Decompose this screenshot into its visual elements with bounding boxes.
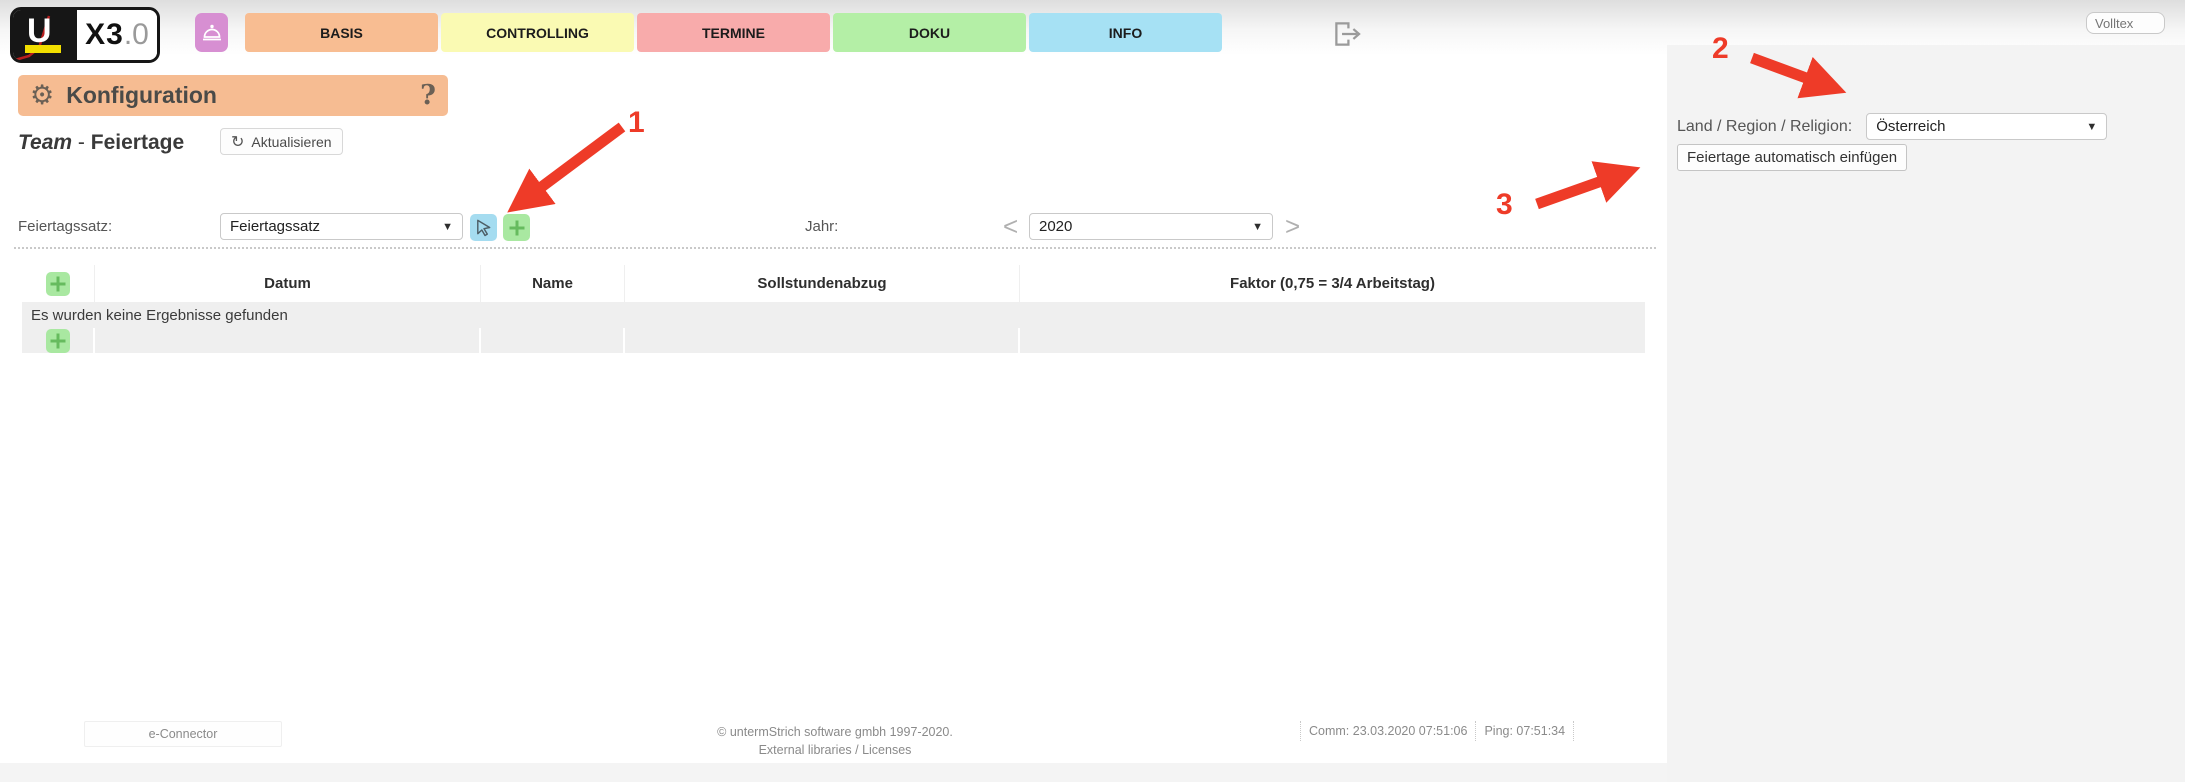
previous-year-button[interactable]: < — [1003, 211, 1019, 241]
tab-controlling[interactable]: CONTROLLING — [441, 13, 634, 52]
year-select-value: 2020 — [1039, 218, 1073, 235]
copyright-line: © untermStrich software gmbh 1997-2020. — [717, 725, 953, 739]
breadcrumb-section: Team — [18, 131, 73, 154]
section-divider — [14, 247, 1656, 249]
annotation-number-3: 3 — [1496, 188, 1513, 221]
holidays-table: Datum Name Sollstundenabzug Faktor (0,75… — [22, 265, 1645, 353]
annotation-arrow-3 — [1535, 161, 1641, 210]
holiday-set-value: Feiertagssatz — [230, 218, 321, 235]
footer-copyright: © untermStrich software gmbh 1997-2020. … — [535, 723, 1135, 759]
logo-u-letter: U — [27, 12, 52, 50]
tab-doku[interactable]: DOKU — [833, 13, 1026, 52]
column-header-sollstundenabzug[interactable]: Sollstundenabzug — [625, 265, 1020, 302]
logo-yellow-underline — [25, 45, 61, 53]
year-select[interactable]: 2020 ▼ — [1029, 213, 1273, 240]
table-header-row: Datum Name Sollstundenabzug Faktor (0,75… — [22, 265, 1645, 302]
refresh-icon: ↻ — [231, 133, 245, 151]
logo-dot0-text: .0 — [123, 18, 149, 51]
breadcrumb-separator: - — [72, 131, 91, 154]
logo-u-panel: U — [13, 10, 77, 60]
add-row-button[interactable] — [46, 271, 70, 296]
table-body: Es wurden keine Ergebnisse gefunden — [22, 302, 1645, 353]
comm-timestamp: Comm: 23.03.2020 07:51:06 — [1300, 721, 1475, 741]
chevron-down-icon: ▼ — [1252, 220, 1263, 233]
header-add-cell — [22, 265, 95, 302]
breadcrumb-page: Feiertage — [90, 131, 185, 154]
app-logo: U X3.0 — [10, 7, 160, 63]
page-title: Konfiguration — [66, 82, 217, 108]
main-nav: BASIS CONTROLLING TERMINE DOKU INFO — [245, 13, 1222, 52]
ping-timestamp: Ping: 07:51:34 — [1475, 721, 1575, 741]
service-cloche-button[interactable] — [195, 13, 228, 52]
logout-icon — [1335, 22, 1361, 46]
tab-basis[interactable]: BASIS — [245, 13, 438, 52]
tab-info[interactable]: INFO — [1029, 13, 1222, 52]
auto-insert-holidays-button[interactable]: Feiertage automatisch einfügen — [1677, 144, 1908, 171]
help-icon[interactable]: ? — [420, 80, 436, 111]
connection-status: Comm: 23.03.2020 07:51:06 Ping: 07:51:34 — [1300, 721, 1575, 741]
top-bar: U X3.0 BASIS CONTROLLING TERMINE DOKU IN… — [0, 0, 2185, 63]
year-label: Jahr: — [805, 218, 839, 235]
next-year-button[interactable]: > — [1285, 211, 1301, 241]
column-header-name[interactable]: Name — [481, 265, 625, 302]
breadcrumb: Team - Feiertage — [18, 131, 184, 155]
refresh-button[interactable]: ↻ Aktualisieren — [220, 128, 343, 155]
region-select-value: Österreich — [1876, 118, 1946, 135]
column-header-faktor[interactable]: Faktor (0,75 = 3/4 Arbeitstag) — [1230, 275, 1435, 292]
tab-termine[interactable]: TERMINE — [637, 13, 830, 52]
annotation-arrow-1 — [507, 122, 626, 213]
region-label: Land / Region / Religion: — [1677, 117, 1853, 135]
refresh-label: Aktualisieren — [251, 133, 332, 150]
holiday-import-panel: Land / Region / Religion: Österreich ▼ F… — [1667, 45, 2185, 782]
add-holiday-set-button[interactable] — [503, 214, 530, 241]
e-connector-button[interactable]: e-Connector — [84, 721, 282, 747]
annotation-number-1: 1 — [628, 106, 645, 139]
column-header-datum[interactable]: Datum — [95, 265, 481, 302]
cursor-pointer-icon — [477, 219, 491, 237]
fulltext-search-input[interactable] — [2086, 12, 2165, 34]
holiday-set-label: Feiertagssatz: — [18, 218, 113, 235]
logo-x3-text: X3 — [85, 18, 124, 51]
table-add-row — [22, 328, 1645, 353]
cloche-icon — [202, 24, 221, 40]
bottom-strip — [0, 763, 1667, 782]
add-row-button[interactable] — [45, 328, 70, 353]
logout-button[interactable] — [1330, 17, 1364, 51]
logo-version: X3.0 — [77, 10, 157, 60]
edit-holiday-set-button[interactable] — [470, 214, 497, 241]
holiday-set-select[interactable]: Feiertagssatz ▼ — [220, 213, 463, 240]
region-select[interactable]: Österreich ▼ — [1866, 113, 2108, 140]
empty-results-row: Es wurden keine Ergebnisse gefunden — [31, 306, 288, 324]
page-header-bar: ⚙ Konfiguration ? — [18, 75, 448, 116]
external-licenses-link[interactable]: External libraries / Licenses — [758, 743, 912, 758]
chevron-down-icon: ▼ — [442, 220, 453, 233]
chevron-down-icon: ▼ — [2086, 120, 2098, 133]
gear-icon: ⚙ — [30, 80, 55, 110]
